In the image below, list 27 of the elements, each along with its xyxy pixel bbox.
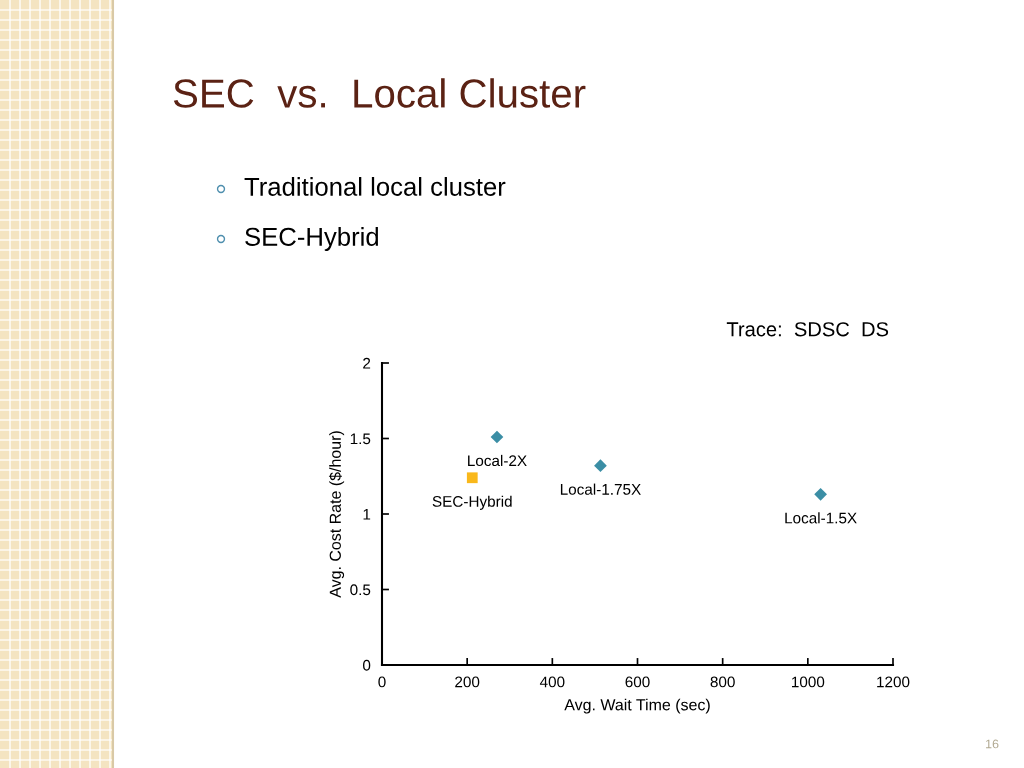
y-tick-label: 2	[363, 357, 371, 369]
annotation: SEC-Hybrid	[432, 495, 512, 510]
y-tick-label: 0.5	[350, 584, 371, 596]
x-tick-label: 600	[625, 676, 650, 688]
annotation: Local-1.5X	[785, 512, 857, 524]
point	[594, 459, 607, 473]
x-tick-label: 800	[710, 676, 735, 688]
y-axis-title: Avg. Cost Rate ($/hour)	[328, 431, 345, 598]
text: 16	[986, 739, 999, 749]
x-axis-title: Avg. Wait Time (sec)	[564, 698, 710, 714]
x-tick-label: 400	[539, 676, 565, 688]
point	[814, 488, 827, 501]
x-tick-label: 1200	[877, 676, 910, 688]
annotation: Local-1.75X	[560, 483, 641, 495]
chart-title: SEC vs. Local Cluster	[173, 78, 586, 108]
annotation: Local-2X	[468, 454, 527, 467]
y-tick-label: 1	[363, 509, 371, 520]
point	[490, 430, 504, 444]
x-tick-label: 1000	[792, 676, 825, 688]
x-tick-label: 200	[455, 676, 480, 688]
point	[466, 472, 478, 484]
text: Traditional local cluster	[244, 177, 506, 196]
text: SEC-Hybrid	[245, 227, 378, 251]
x-tick-label: 0	[378, 676, 386, 688]
y-tick-label: 1.5	[350, 433, 371, 445]
y-tick-label: 0	[362, 659, 371, 671]
text: Trace: SDSC DS	[726, 322, 889, 337]
